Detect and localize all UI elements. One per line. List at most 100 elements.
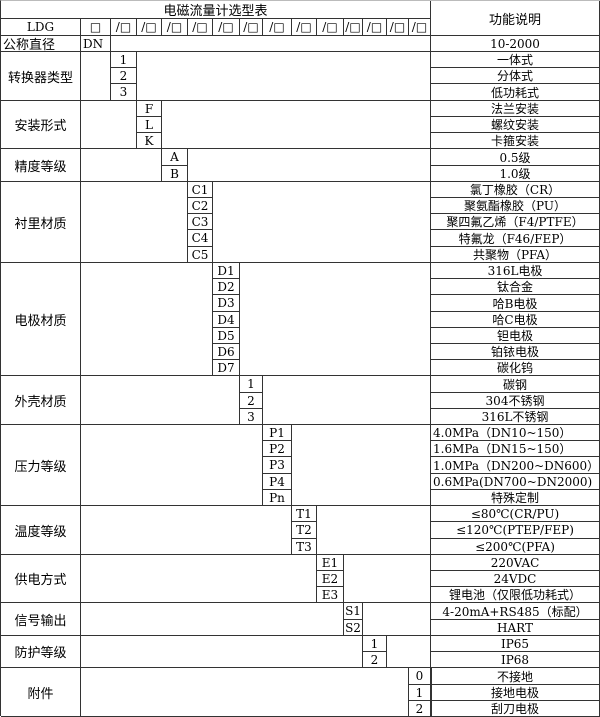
option-description: IP65: [431, 636, 600, 652]
model-slot: /□: [240, 19, 263, 36]
empty-cell: [81, 668, 409, 717]
option-code: B: [162, 166, 188, 182]
option-code: 2: [111, 68, 137, 84]
model-slot: /□: [344, 19, 363, 36]
option-code: D3: [213, 295, 240, 312]
option-code: 1: [111, 52, 137, 68]
option-code: C1: [188, 182, 213, 198]
option-description: 4-20mA+RS485（标配）: [431, 603, 600, 620]
option-description: ≤80℃(CR/PU): [431, 506, 600, 522]
empty-cell: [81, 101, 137, 149]
empty-cell: [213, 182, 431, 263]
option-description: 0.6MPa(DN700~DN2000): [431, 474, 600, 490]
group-label: 精度等级: [1, 149, 81, 182]
option-code: 0: [409, 668, 431, 685]
function-header: 功能说明: [431, 1, 600, 36]
option-code: T2: [292, 522, 317, 539]
empty-cell: [240, 263, 431, 376]
model-slot: /□: [162, 19, 188, 36]
option-description: 哈B电极: [431, 295, 600, 312]
group-label: 信号输出: [1, 603, 81, 636]
empty-cell: [162, 101, 431, 149]
option-description: 1.0级: [431, 166, 600, 182]
option-code: 1: [409, 685, 431, 701]
empty-cell: [81, 555, 317, 603]
option-description: 碳化钨: [431, 360, 600, 376]
option-code: 3: [240, 409, 263, 425]
empty-cell: [81, 263, 213, 376]
option-description: 聚四氟乙烯（F4/PTFE）: [431, 214, 600, 230]
option-code: P2: [263, 441, 292, 457]
option-description: ≤200℃(PFA): [431, 539, 600, 555]
option-code: E1: [317, 555, 344, 571]
option-description: 锂电池（仅限低功耗式）: [431, 587, 600, 603]
model-slot: /□: [363, 19, 387, 36]
option-code: K: [137, 133, 162, 149]
option-code: C4: [188, 230, 213, 247]
option-code: L: [137, 117, 162, 133]
empty-cell: [81, 425, 263, 506]
option-code: E2: [317, 571, 344, 587]
nominal-diameter-label: 公称直径: [1, 36, 81, 52]
option-description: 哈C电极: [431, 312, 600, 328]
option-code: 1: [363, 636, 387, 652]
option-code: C3: [188, 214, 213, 230]
option-code: D1: [213, 263, 240, 279]
option-description: 220VAC: [431, 555, 600, 571]
option-code: C5: [188, 247, 213, 263]
option-description: 一体式: [431, 52, 600, 68]
option-description: 法兰安装: [431, 101, 600, 117]
option-description: 304不锈钢: [431, 393, 600, 409]
option-code: P3: [263, 457, 292, 474]
group-label: 安装形式: [1, 101, 81, 149]
empty-cell: [81, 149, 162, 182]
empty-cell: [81, 182, 188, 263]
option-code: C2: [188, 198, 213, 214]
group-label: 电极材质: [1, 263, 81, 376]
option-code: 3: [111, 84, 137, 101]
group-label: 外壳材质: [1, 376, 81, 425]
option-code: T1: [292, 506, 317, 522]
empty-cell: [81, 52, 111, 101]
option-code: 2: [409, 701, 431, 717]
option-code: E3: [317, 587, 344, 603]
option-code: F: [137, 101, 162, 117]
option-description: 24VDC: [431, 571, 600, 587]
model-slot: /□: [263, 19, 292, 36]
empty-cell: [81, 506, 292, 555]
option-description: 刮刀电极: [431, 701, 600, 717]
nominal-diameter-description: 10-2000: [431, 36, 600, 52]
option-description: 螺纹安装: [431, 117, 600, 133]
option-code: D6: [213, 344, 240, 360]
option-description: 铂铱电极: [431, 344, 600, 360]
empty-cell: [188, 149, 431, 182]
empty-cell: [344, 555, 431, 603]
option-code: D4: [213, 312, 240, 328]
model-slot: □: [81, 19, 111, 36]
group-label: 温度等级: [1, 506, 81, 555]
empty-cell: [263, 376, 431, 425]
option-description: 碳钢: [431, 376, 600, 393]
option-description: 特氟龙（F46/FEP）: [431, 230, 600, 247]
empty-cell: [387, 636, 431, 668]
model-slot: /□: [317, 19, 344, 36]
option-code: D2: [213, 279, 240, 295]
option-description: IP68: [431, 652, 600, 668]
option-description: 316L电极: [431, 263, 600, 279]
group-label: 防护等级: [1, 636, 81, 668]
option-description: ≤120℃(PTEP/FEP): [431, 522, 600, 539]
model-slot: /□: [137, 19, 162, 36]
option-code: S1: [344, 603, 363, 620]
option-code: D5: [213, 328, 240, 344]
option-description: 不接地: [431, 668, 600, 685]
model-slot: /□: [409, 19, 431, 36]
group-label: 转换器类型: [1, 52, 81, 101]
option-code: 2: [240, 393, 263, 409]
model-code: LDG: [1, 19, 81, 36]
option-code: 1: [240, 376, 263, 393]
empty-cell: [111, 36, 431, 52]
option-description: 共聚物（PFA）: [431, 247, 600, 263]
option-code: A: [162, 149, 188, 166]
empty-cell: [81, 636, 363, 668]
